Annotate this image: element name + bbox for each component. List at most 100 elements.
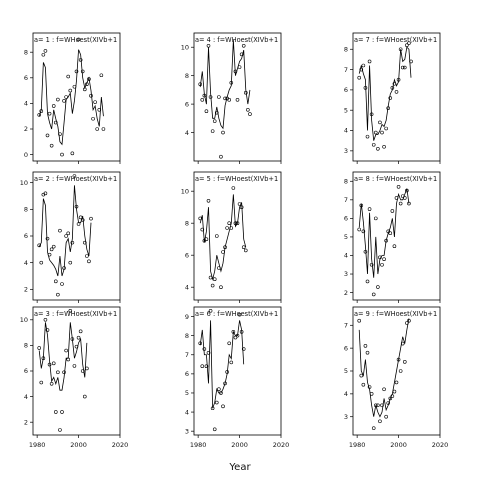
data-point <box>380 262 384 267</box>
data-point <box>248 112 252 116</box>
data-point <box>64 348 68 353</box>
data-point <box>371 142 376 147</box>
data-point <box>392 81 397 86</box>
data-point <box>394 380 399 385</box>
data-point <box>235 333 240 338</box>
panel-title: a= 3 : f=WHoest(XIVb+1 <box>34 310 117 318</box>
y-tick-label: 3 <box>344 270 348 278</box>
fit-line <box>38 49 104 146</box>
data-point <box>62 370 66 375</box>
y-tick-label: 8 <box>344 45 348 53</box>
data-point <box>74 69 79 74</box>
fit-line <box>358 188 410 278</box>
data-point <box>363 249 368 254</box>
y-tick-label: 6 <box>344 344 348 352</box>
y-tick-label: 3 <box>344 413 348 421</box>
data-point <box>64 95 68 99</box>
data-point <box>396 77 401 82</box>
data-point <box>91 116 95 121</box>
x-tick-label: 2000 <box>70 441 87 449</box>
data-point <box>219 391 223 395</box>
x-tick-label: 1980 <box>29 441 46 449</box>
panel-title: a= 7 : f=WHoest(XIVb+1 <box>354 36 437 44</box>
panel-frame <box>352 171 441 301</box>
x-axis-label: Year <box>228 462 251 473</box>
data-point <box>405 188 409 193</box>
data-point <box>70 337 75 341</box>
data-point <box>99 73 104 78</box>
data-point <box>233 335 238 340</box>
data-point <box>82 240 87 245</box>
data-point <box>409 59 413 64</box>
data-point <box>87 77 91 81</box>
panel-title: a= 4 : f=WHoest(XIVb+1 <box>195 36 278 44</box>
y-tick-label: 4 <box>185 283 189 291</box>
data-point <box>58 228 62 233</box>
data-point <box>384 238 388 243</box>
data-point <box>371 426 376 430</box>
data-point <box>45 328 50 332</box>
panel-title: a= 8 : f=WHoest(XIVb+1 <box>354 175 437 183</box>
data-point <box>378 255 382 260</box>
panel-2: a= 4 : f=WHoest(XIVb+1 4 6 8 10 <box>181 32 282 164</box>
data-point <box>398 201 403 206</box>
data-point <box>51 244 56 249</box>
data-point <box>41 52 46 57</box>
data-point <box>378 120 382 125</box>
data-point <box>402 360 407 364</box>
data-point <box>89 93 93 98</box>
data-point <box>241 245 246 249</box>
data-point <box>49 247 54 252</box>
data-point <box>232 33 235 34</box>
data-point <box>217 387 221 391</box>
data-point <box>45 133 50 138</box>
data-point <box>367 207 372 211</box>
y-tick-label: 3 <box>185 427 189 435</box>
data-point <box>390 394 395 398</box>
data-point <box>398 47 403 52</box>
data-point <box>394 90 399 94</box>
data-point <box>74 344 79 349</box>
data-point <box>56 97 60 102</box>
data-point <box>60 410 64 414</box>
data-point <box>365 134 370 139</box>
data-point <box>85 254 89 258</box>
data-point <box>357 227 362 232</box>
panel-title: a= 9 : f=WHoest(XIVb+1 <box>354 310 437 318</box>
data-point <box>76 335 81 340</box>
x-tick-label: 1980 <box>190 441 207 449</box>
y-tick-label: 5 <box>344 106 348 114</box>
y-tick-label: 5 <box>344 367 348 375</box>
fit-line <box>38 185 92 277</box>
data-point <box>378 419 382 424</box>
data-point <box>388 96 393 100</box>
y-tick-label: 10 <box>181 43 189 51</box>
x-tick-label: 2000 <box>390 441 407 449</box>
data-point <box>359 373 364 378</box>
data-point <box>74 204 79 209</box>
y-tick-label: 7 <box>344 321 348 329</box>
data-point <box>221 404 225 409</box>
data-point <box>80 69 85 74</box>
data-point <box>85 82 89 86</box>
data-point <box>210 129 215 133</box>
data-point <box>398 369 403 373</box>
data-point <box>373 216 378 221</box>
data-point <box>85 366 89 371</box>
y-tick-label: 8 <box>185 72 189 80</box>
data-point <box>66 74 71 79</box>
data-point <box>68 309 73 313</box>
fit-line <box>358 318 410 418</box>
data-point <box>392 244 397 249</box>
data-point <box>361 63 366 68</box>
data-point <box>384 414 388 419</box>
data-point <box>89 216 93 221</box>
data-point <box>231 330 236 334</box>
data-point <box>400 341 405 346</box>
data-point <box>214 110 219 115</box>
data-point <box>206 199 211 203</box>
data-point <box>204 364 209 369</box>
data-point <box>206 351 211 355</box>
data-point <box>237 202 242 206</box>
